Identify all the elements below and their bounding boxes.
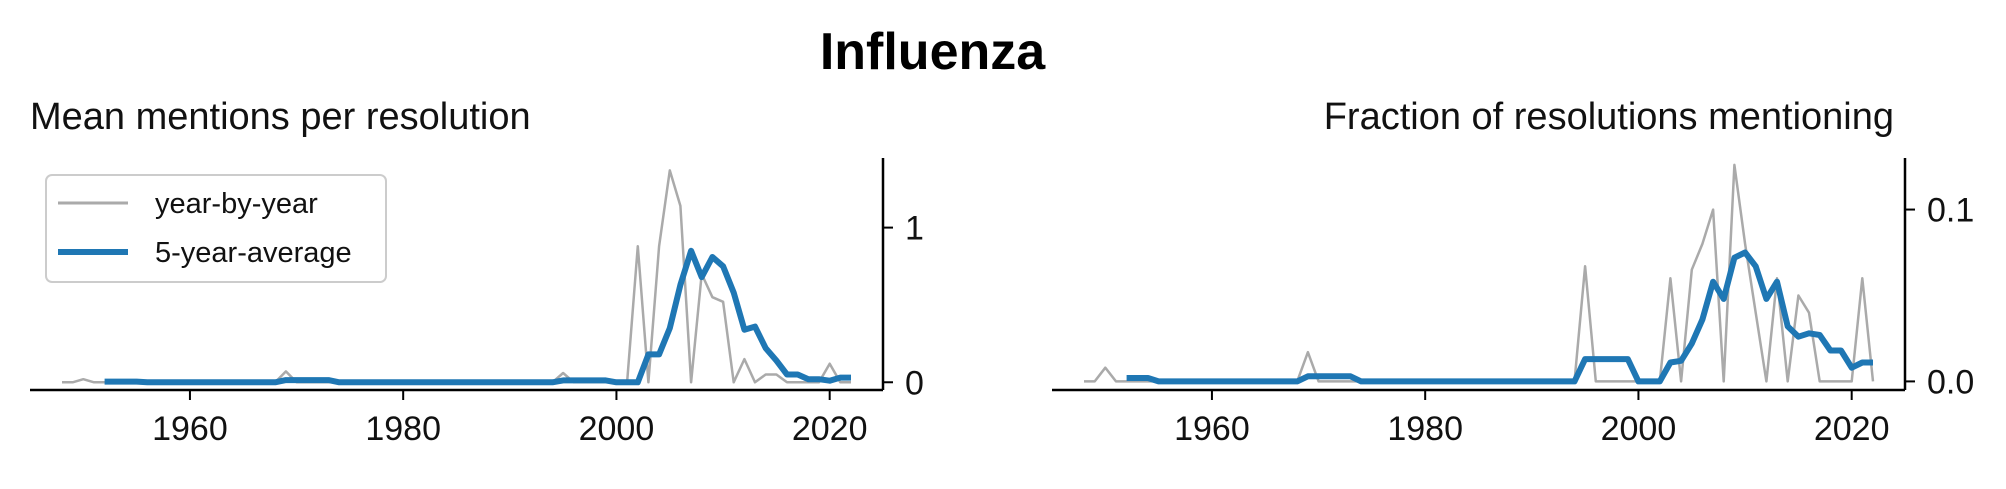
figure-title: Influenza bbox=[819, 23, 1046, 81]
right-series-5-year-average bbox=[1126, 249, 1873, 385]
right-series-year-by-year bbox=[1084, 163, 1875, 383]
right-x-tick-label: 1960 bbox=[1174, 410, 1250, 448]
left-x-tick-label: 1960 bbox=[152, 410, 228, 448]
left-x-tick-label: 2000 bbox=[579, 410, 655, 448]
left-x-tick-label: 2020 bbox=[792, 410, 868, 448]
right-y-tick-label: 0.1 bbox=[1927, 192, 1974, 230]
right-panel: 1960 1980 2000 2020 0.0 0.1 bbox=[1052, 158, 1974, 448]
left-x-tick-label: 1980 bbox=[365, 410, 441, 448]
right-panel-title: Fraction of resolutions mentioning bbox=[1323, 96, 1894, 138]
right-x-tick-label: 2020 bbox=[1814, 410, 1890, 448]
right-x-tick-label: 2000 bbox=[1601, 410, 1677, 448]
legend-label-5-year-average: 5-year-average bbox=[155, 237, 352, 269]
legend: year-by-year 5-year-average bbox=[45, 174, 387, 283]
left-panel: 1960 1980 2000 2020 0 1 bbox=[30, 158, 924, 448]
left-y-tick-label: 1 bbox=[905, 210, 924, 248]
left-y-tick-label: 0 bbox=[905, 364, 924, 402]
left-panel-title: Mean mentions per resolution bbox=[30, 96, 531, 138]
right-y-tick-label: 0.0 bbox=[1927, 363, 1974, 401]
left-series-5-year-average bbox=[104, 247, 851, 386]
legend-label-year-by-year: year-by-year bbox=[155, 188, 318, 220]
right-x-tick-label: 1980 bbox=[1387, 410, 1463, 448]
legend-box bbox=[45, 174, 387, 283]
